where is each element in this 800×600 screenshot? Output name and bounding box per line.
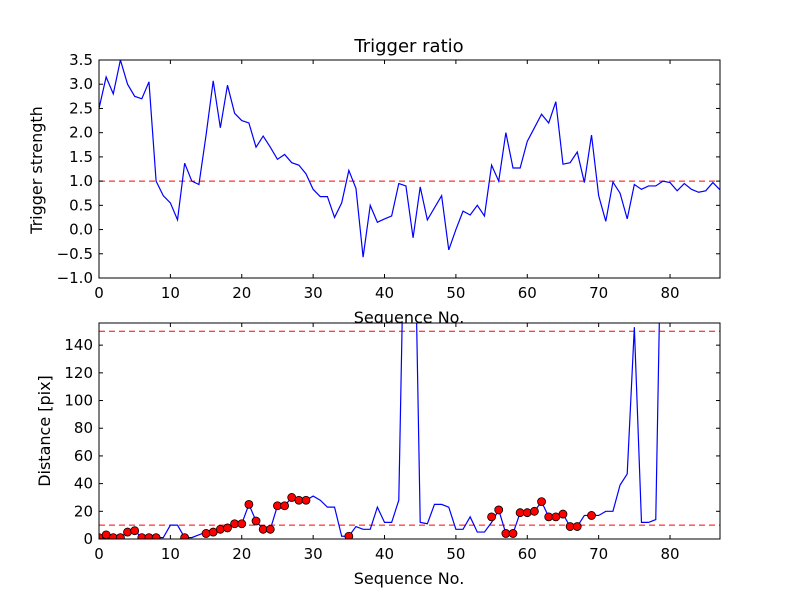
x-tick-label: 30: [304, 545, 323, 563]
data-point: [244, 499, 254, 509]
trigger-ratio-chart: Trigger ratio 0 10 20 30 40 50 60 70 80 −1.0 −0.5…: [27, 36, 721, 327]
x-tick-label: 50: [446, 284, 465, 302]
y-axis-label: Trigger strength: [27, 106, 46, 235]
plot-area: [98, 322, 721, 540]
y-tick-label: 140: [64, 336, 93, 354]
y-tick-label: 100: [64, 392, 93, 410]
data-point: [123, 527, 132, 537]
y-tick-label: 0: [83, 530, 93, 548]
series-line: [99, 60, 720, 258]
y-tick-label: −0.5: [57, 245, 93, 263]
data-point: [537, 497, 546, 507]
x-tick-label: 80: [660, 545, 679, 563]
y-tick-label: 0.5: [69, 196, 93, 214]
data-point: [587, 511, 596, 520]
data-point: [508, 529, 518, 538]
x-tick-label: 10: [161, 284, 180, 302]
data-point: [251, 516, 261, 526]
x-tick-label: 10: [161, 545, 180, 563]
y-tick-label: 2.5: [69, 99, 93, 117]
x-tick-label: 60: [518, 545, 537, 563]
y-tick-label: 3.5: [69, 51, 93, 69]
data-point: [151, 533, 161, 539]
x-tick-label: 40: [375, 545, 394, 563]
y-tick-label: 2.0: [69, 124, 93, 142]
x-tick-label: 50: [446, 545, 465, 563]
x-tick-label: 0: [94, 545, 104, 563]
plot-background: [99, 323, 720, 539]
data-point: [215, 524, 225, 534]
y-tick-label: 60: [74, 447, 93, 465]
x-tick-label: 40: [375, 284, 394, 302]
data-point: [180, 533, 190, 539]
x-tick-label: 20: [232, 284, 251, 302]
data-point: [530, 506, 539, 516]
data-point: [494, 505, 504, 515]
data-point: [487, 512, 496, 522]
plot-background: [99, 60, 720, 278]
y-axis-ticks: 0 20 40 60 80 100 120 140: [64, 336, 720, 548]
chart-title: Trigger ratio: [353, 36, 463, 57]
y-tick-label: 20: [74, 502, 93, 520]
x-axis-ticks: 0 10 20 30 40 50 60 70 80: [94, 323, 680, 563]
plot-content: [99, 60, 720, 258]
data-point: [344, 531, 354, 539]
y-tick-label: 1.0: [69, 172, 93, 190]
x-tick-label: 60: [518, 284, 537, 302]
x-axis-label: Sequence No.: [354, 569, 465, 588]
data-point: [280, 501, 289, 511]
y-tick-label: 40: [74, 475, 93, 493]
data-point: [116, 533, 125, 539]
axes-frame: [98, 59, 721, 279]
data-point: [201, 529, 211, 538]
y-tick-label: 0.0: [69, 221, 93, 239]
data-point: [572, 522, 582, 531]
data-point: [265, 524, 275, 534]
x-axis-label: Sequence No.: [354, 308, 465, 327]
axes-frame: [98, 322, 721, 540]
x-tick-label: 0: [94, 284, 104, 302]
y-tick-label: −1.0: [57, 269, 93, 287]
x-tick-label: 80: [660, 284, 679, 302]
y-tick-label: 1.5: [69, 148, 93, 166]
distance-chart: 0 10 20 30 40 50 60 70 80 0 20 40 60 80 100 120 140 Seq…: [35, 322, 721, 588]
y-axis-ticks: −1.0 −0.5 0.0 0.5 1.0 1.5 2.0 2.5 3.0 3.5: [57, 51, 720, 287]
data-point: [130, 526, 140, 536]
y-tick-label: 80: [74, 419, 93, 437]
y-axis-label: Distance [pix]: [35, 375, 54, 487]
y-tick-label: 120: [64, 364, 93, 382]
x-tick-label: 30: [304, 284, 323, 302]
data-point: [223, 523, 232, 533]
x-tick-label: 70: [589, 284, 608, 302]
data-point: [301, 495, 311, 505]
x-axis-ticks: 0 10 20 30 40 50 60 70 80: [94, 60, 680, 302]
data-point: [558, 509, 568, 519]
plot-content: [99, 323, 720, 539]
data-point: [237, 519, 247, 529]
plot-area: [98, 59, 721, 279]
y-tick-label: 3.0: [69, 75, 93, 93]
x-tick-label: 70: [589, 545, 608, 563]
data-point: [522, 508, 532, 518]
x-tick-label: 20: [232, 545, 251, 563]
